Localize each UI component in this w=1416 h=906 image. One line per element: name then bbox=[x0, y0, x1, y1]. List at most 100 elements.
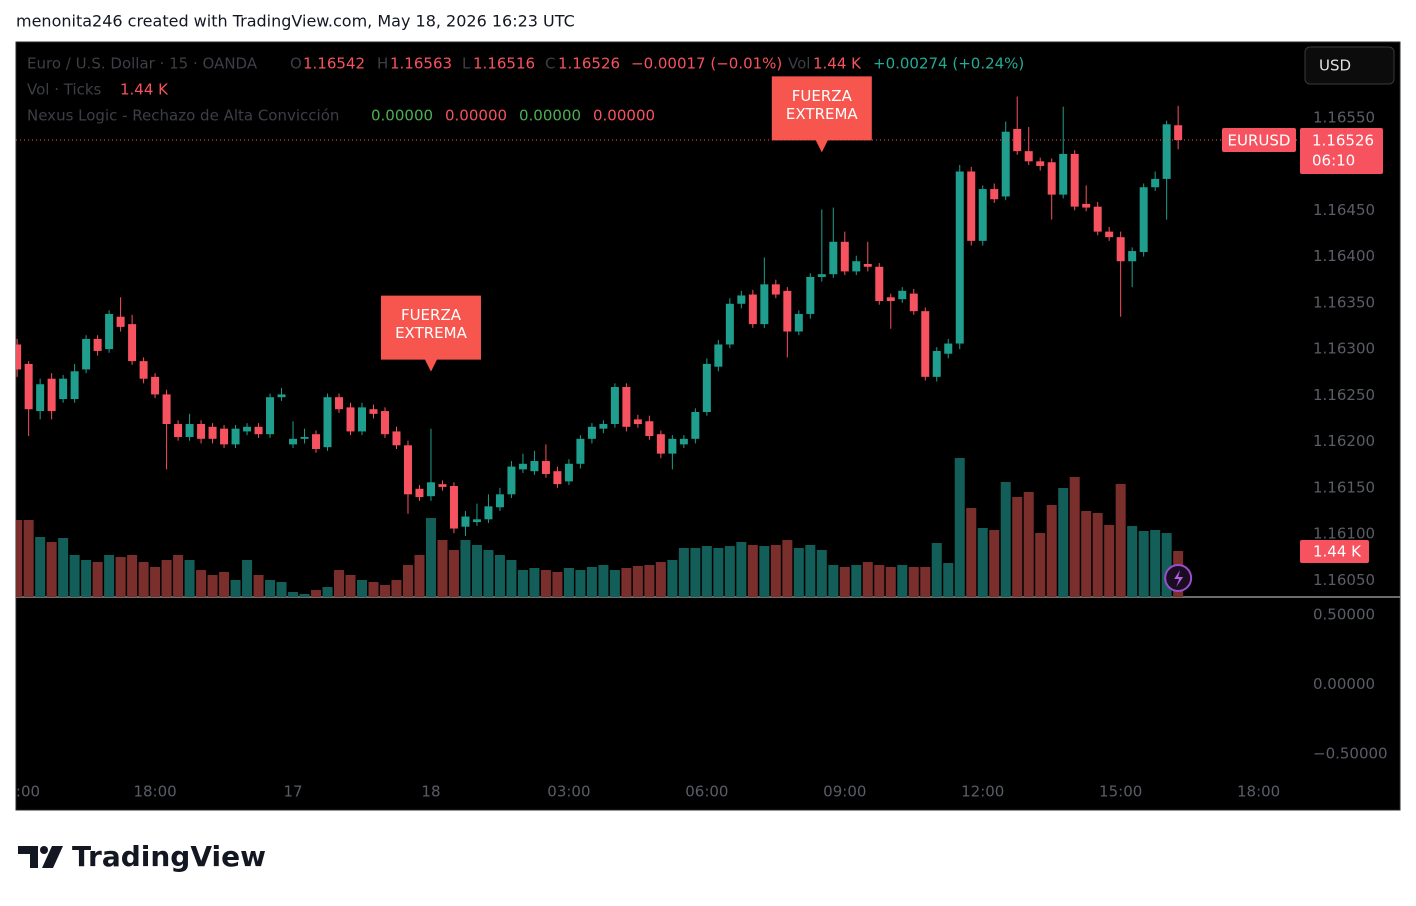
vol-letter: Vol bbox=[788, 55, 810, 73]
candle-body bbox=[863, 264, 872, 267]
volume-bar bbox=[793, 547, 804, 597]
candle-body bbox=[151, 376, 160, 395]
volume-bar bbox=[1115, 484, 1126, 597]
candle-body bbox=[461, 516, 470, 527]
y2-tick-label: 0.50000 bbox=[1313, 606, 1375, 624]
volume-bar bbox=[862, 561, 873, 597]
plot bbox=[16, 96, 1300, 597]
candle-body bbox=[1162, 124, 1171, 179]
volume-bar bbox=[920, 567, 931, 597]
candle-body bbox=[70, 371, 79, 400]
volume-bar bbox=[115, 557, 126, 597]
candle-body bbox=[576, 438, 585, 464]
volume-bar bbox=[908, 567, 919, 597]
volume-bar bbox=[448, 550, 459, 597]
volume-bar bbox=[1069, 477, 1080, 597]
candle-body bbox=[783, 290, 792, 332]
symbol-title: Euro / U.S. Dollar · 15 · OANDA bbox=[27, 55, 258, 73]
y-tick-label: 1.16100 bbox=[1313, 525, 1375, 543]
price-badge bbox=[1300, 128, 1383, 175]
candle-body bbox=[622, 387, 631, 427]
candle-body bbox=[748, 294, 757, 325]
candle-body bbox=[208, 426, 217, 439]
indicator-name: Nexus Logic - Rechazo de Alta Convicción bbox=[27, 107, 339, 125]
x-tick-label: 18:00 bbox=[133, 783, 176, 801]
candle-body bbox=[817, 274, 826, 277]
candle-body bbox=[1059, 153, 1068, 195]
candle-body bbox=[1093, 206, 1102, 232]
candle-body bbox=[1024, 151, 1033, 162]
volume-bar bbox=[58, 537, 69, 597]
volume-bar bbox=[425, 517, 436, 597]
candle-body bbox=[1001, 131, 1010, 197]
volume-bar bbox=[1023, 491, 1034, 597]
volume-bar bbox=[839, 567, 850, 597]
y-tick-label: 1.16300 bbox=[1313, 340, 1375, 358]
candle-body bbox=[380, 411, 389, 435]
volume-bar bbox=[253, 574, 264, 597]
candle-body bbox=[978, 189, 987, 241]
candle-body bbox=[47, 378, 56, 412]
volume-bar bbox=[747, 544, 758, 597]
currency-button[interactable] bbox=[1304, 46, 1395, 85]
volume-change: +0.00274 (+0.24%) bbox=[873, 55, 1024, 73]
y-tick-label: 1.16350 bbox=[1313, 293, 1375, 311]
candle-body bbox=[610, 387, 619, 425]
volume-bar bbox=[207, 574, 218, 597]
candle-body bbox=[403, 445, 412, 495]
currency-label[interactable]: USD bbox=[1319, 57, 1351, 75]
volume-bar bbox=[471, 544, 482, 597]
volume-value: 1.44 K bbox=[120, 81, 169, 99]
x-tick-label: :00 bbox=[16, 783, 40, 801]
candle-body bbox=[518, 463, 527, 470]
ohlc-letter: L bbox=[462, 55, 471, 73]
low-value: 1.16516 bbox=[473, 55, 535, 73]
volume-bar bbox=[92, 561, 103, 597]
volume-bar bbox=[540, 570, 551, 597]
volume-bar bbox=[632, 566, 643, 597]
volume-bar bbox=[517, 570, 528, 597]
volume-bar bbox=[954, 458, 965, 597]
volume-bar bbox=[1081, 510, 1092, 597]
candle-body bbox=[633, 419, 642, 425]
symbol-badge-text: EURUSD bbox=[1228, 132, 1291, 150]
x-tick-label: 06:00 bbox=[685, 783, 728, 801]
candle-body bbox=[1036, 161, 1045, 166]
candle-body bbox=[898, 290, 907, 300]
volume-bar bbox=[35, 537, 46, 597]
volume-bar bbox=[265, 580, 276, 597]
volume-bar bbox=[1161, 533, 1172, 597]
y-tick-label: 1.16250 bbox=[1313, 386, 1375, 404]
candle-body bbox=[300, 436, 309, 439]
annotation-box bbox=[771, 76, 872, 153]
high-value: 1.16563 bbox=[390, 55, 452, 73]
candle-body bbox=[1047, 162, 1056, 195]
indicator-value: 0.00000 bbox=[371, 107, 433, 125]
candle-body bbox=[760, 284, 769, 325]
annotation-box bbox=[380, 295, 481, 372]
volume-bar bbox=[1104, 524, 1115, 597]
candle-body bbox=[875, 266, 884, 301]
candle-body bbox=[24, 363, 33, 410]
volume-bar bbox=[69, 554, 80, 597]
brand: TradingView bbox=[72, 840, 266, 873]
volume-bar bbox=[759, 546, 770, 597]
volume-bar bbox=[506, 560, 517, 597]
x-tick-label: 18 bbox=[421, 783, 440, 801]
volume-badge-text: 1.44 K bbox=[1313, 542, 1362, 560]
candle-body bbox=[886, 297, 895, 301]
volume-bar bbox=[724, 546, 735, 597]
volume-bar bbox=[46, 541, 57, 597]
candle-body bbox=[116, 316, 125, 327]
x-tick-label: 15:00 bbox=[1099, 783, 1142, 801]
candle-body bbox=[668, 438, 677, 454]
candle-body bbox=[472, 519, 481, 523]
volume-bar bbox=[966, 507, 977, 597]
candle-body bbox=[507, 466, 516, 495]
candle-body bbox=[1013, 128, 1022, 152]
credit: menonita246 created with TradingView.com… bbox=[16, 12, 575, 31]
candle-body bbox=[36, 384, 45, 412]
volume-bar bbox=[276, 581, 287, 597]
candle-body bbox=[369, 409, 378, 414]
